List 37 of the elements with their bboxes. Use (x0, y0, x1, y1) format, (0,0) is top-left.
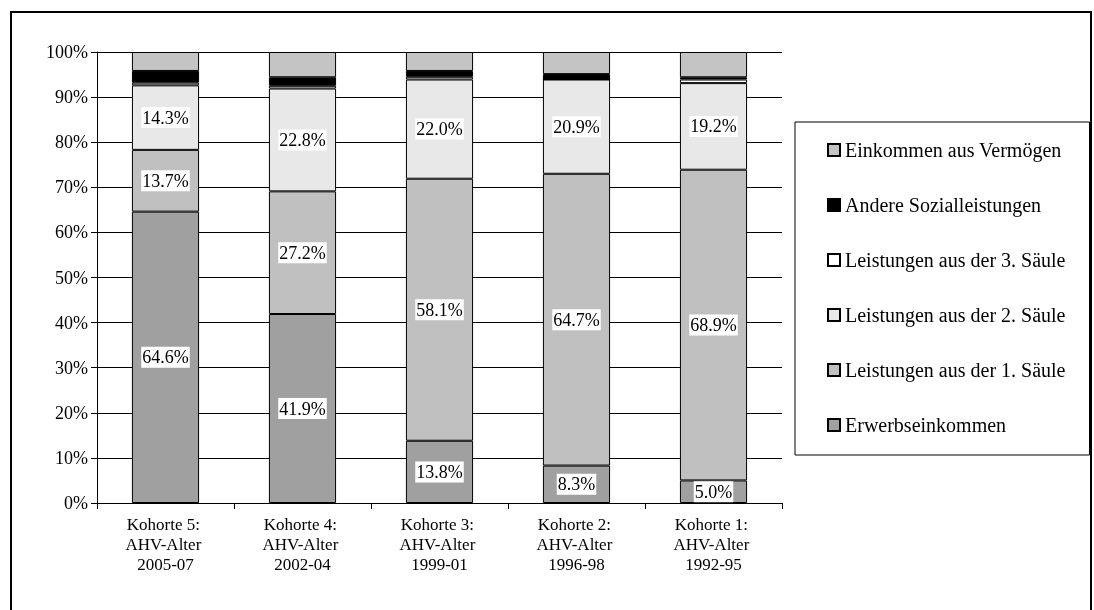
legend-label: Einkommen aus Vermögen (845, 139, 1062, 162)
x-tick-label: Kohorte 4: AHV-Alter 2002-04 (262, 514, 343, 574)
data-label: 22.0% (416, 119, 463, 140)
y-tick-label: 0% (64, 493, 88, 513)
data-label: 22.8% (279, 129, 326, 150)
x-tick-label: Kohorte 5: AHV-Alter 2005-07 (125, 514, 206, 574)
data-label: 27.2% (279, 242, 326, 263)
data-label: 41.9% (279, 398, 326, 419)
data-label: 14.3% (142, 107, 189, 128)
data-label: 13.8% (416, 461, 463, 482)
y-tick-label: 40% (55, 312, 88, 333)
x-tick-label: Kohorte 2: AHV-Alter 1996-98 (536, 514, 617, 574)
x-tick-label: Kohorte 3: AHV-Alter 1999-01 (399, 514, 480, 574)
data-label: 8.3% (557, 474, 596, 495)
y-tick-label: 20% (55, 402, 88, 423)
data-label: 64.7% (553, 309, 600, 330)
data-label: 64.6% (142, 347, 189, 368)
data-label: 58.1% (416, 299, 463, 320)
data-label: 20.9% (553, 116, 600, 137)
data-label: 19.2% (690, 116, 737, 137)
y-tick-label: 100% (46, 42, 88, 62)
legend-label: Leistungen aus der 3. Säule (845, 249, 1066, 272)
data-label: 13.7% (142, 170, 189, 191)
legend-label: Andere Sozialleistungen (845, 194, 1042, 217)
legend-label: Leistungen aus der 2. Säule (845, 304, 1066, 327)
y-tick-label: 30% (55, 357, 88, 378)
x-tick-label: Kohorte 1: AHV-Alter 1992-95 (673, 514, 754, 574)
y-tick-label: 10% (55, 447, 88, 468)
legend-label: Leistungen aus der 1. Säule (845, 359, 1066, 382)
data-label: 5.0% (694, 481, 733, 502)
y-tick-label: 70% (55, 177, 88, 198)
y-tick-label: 80% (55, 132, 88, 153)
y-tick-label: 60% (55, 222, 88, 243)
data-label: 68.9% (690, 315, 737, 336)
y-tick-label: 90% (55, 87, 88, 108)
y-tick-label: 50% (55, 267, 88, 288)
legend-label: Erwerbseinkommen (845, 414, 1007, 436)
